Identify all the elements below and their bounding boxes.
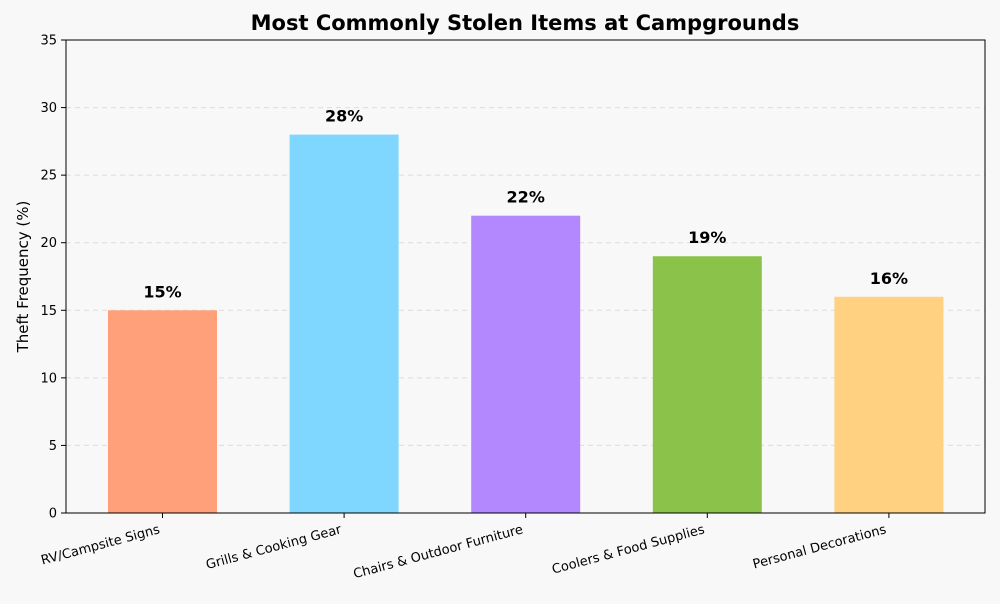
data-label: 15%: [143, 282, 181, 301]
bar: [108, 310, 217, 513]
y-tick-label: 35: [40, 34, 57, 49]
bar: [289, 134, 399, 513]
y-tick-label: 0: [49, 507, 57, 522]
data-label: 16%: [870, 269, 908, 288]
bar: [471, 215, 581, 513]
y-tick-label: 15: [40, 304, 57, 319]
y-tick-label: 30: [40, 101, 57, 116]
data-label: 19%: [688, 228, 726, 247]
data-label: 22%: [507, 188, 545, 207]
bar: [834, 296, 944, 513]
y-axis-ticks: 0 5 10 15 20 25 30 35: [40, 34, 66, 522]
bars: [108, 134, 944, 513]
y-tick-label: 25: [40, 169, 57, 184]
y-tick-label: 20: [40, 236, 57, 251]
y-axis-label: Theft Frequency (%): [14, 201, 32, 354]
data-labels: 15% 28% 22% 19% 16%: [143, 107, 908, 302]
chart-title: Most Commonly Stolen Items at Campground…: [251, 11, 800, 35]
y-tick-label: 5: [49, 439, 57, 454]
data-label: 28%: [325, 107, 363, 126]
y-tick-label: 10: [40, 371, 57, 386]
bar: [652, 256, 762, 513]
